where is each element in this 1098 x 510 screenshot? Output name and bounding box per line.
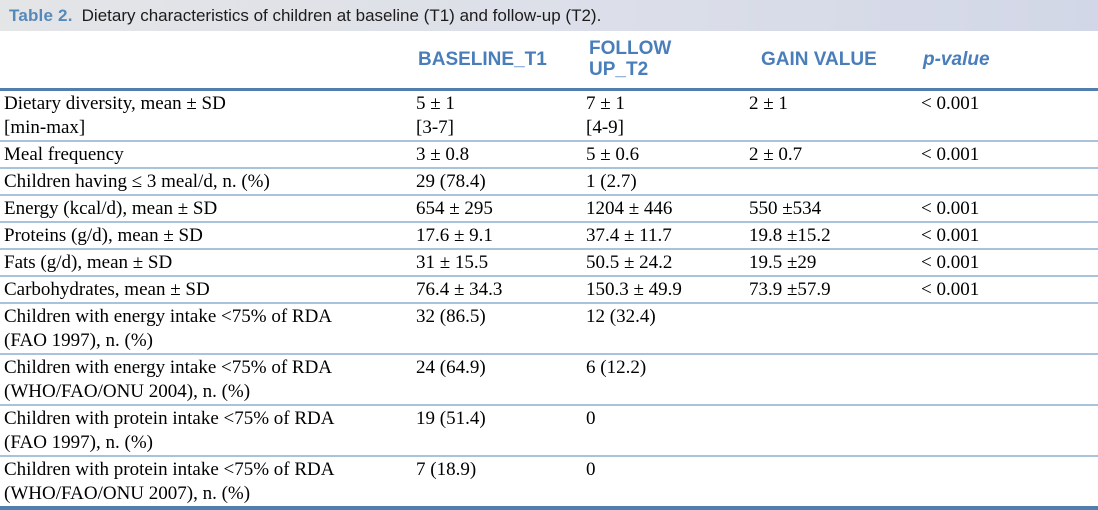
row-label: Energy (kcal/d), mean ± SD [0,195,416,223]
row-label: Children with protein intake <75% of RDA… [0,405,416,457]
header-label-empty [0,31,416,91]
table-row: Children with protein intake <75% of RDA… [0,456,1098,508]
cell-baseline-t1: 7 (18.9) [416,459,477,480]
table-row: Meal frequency 3 ± 0.8 5 ± 0.6 2 ± 0.7 <… [0,141,1098,169]
cell-followup-t2: 0 [586,405,749,457]
cell-baseline-t1: 5 ± 1 [3-7] [416,89,586,142]
table-row: Proteins (g/d), mean ± SD 17.6 ± 9.1 37.… [0,222,1098,250]
row-label: Children having ≤ 3 meal/d, n. (%) [0,168,416,196]
row-label: Children with energy intake <75% of RDA … [0,303,416,355]
cell-gain-value [749,303,921,355]
cell-gain-value [749,354,921,406]
cell-baseline-t1: 29 (78.4) [416,168,586,196]
cell-followup-t2: 37.4 ± 11.7 [586,222,749,250]
cell-followup-t2: 1204 ± 446 [586,195,749,223]
cell-baseline-t1: 32 (86.5) [416,303,586,355]
table-body: Dietary diversity, mean ± SD [min-max] 5… [0,89,1098,509]
dietary-characteristics-table: BASELINE_T1 FOLLOW UP_T2 GAIN VALUE p-va… [0,31,1098,510]
cell-gain-value [749,456,921,508]
cell-followup-t2: 12 (32.4) [586,303,749,355]
cell-followup-t2: 150.3 ± 49.9 [586,276,749,304]
cell-p-value: < 0.001 [921,141,1098,169]
cell-p-value [921,168,1098,196]
cell-p-value: < 0.001 [921,276,1098,304]
cell-followup-t2: 7 ± 1 [4-9] [586,89,749,142]
cell-followup-t2: 6 (12.2) [586,354,749,406]
cell-followup-t2: 5 ± 0.6 [586,141,749,169]
table-row: Children having ≤ 3 meal/d, n. (%) 29 (7… [0,168,1098,196]
cell-gain-value: 19.5 ±29 [749,249,921,277]
table-caption-text: Dietary characteristics of children at b… [81,5,602,25]
header-baseline-t1: BASELINE_T1 [416,31,586,91]
table-row: Energy (kcal/d), mean ± SD 654 ± 295 120… [0,195,1098,223]
cell-p-value: < 0.001 [921,249,1098,277]
row-label: Proteins (g/d), mean ± SD [0,222,416,250]
cell-p-value [921,303,1098,355]
header-p-value: p-value [921,31,1098,91]
cell-p-value: < 0.001 [921,195,1098,223]
table-row: Children with protein intake <75% of RDA… [0,405,1098,457]
cell-followup-t2: 0 [586,459,596,480]
cell-gain-value [749,168,921,196]
header-followup-t2: FOLLOW UP_T2 [586,31,749,91]
cell-baseline-t1: 17.6 ± 9.1 [416,222,586,250]
row-label: Dietary diversity, mean ± SD [min-max] [0,89,416,142]
cell-baseline-t1: 3 ± 0.8 [416,141,586,169]
cell-gain-value: 73.9 ±57.9 [749,276,921,304]
cell-gain-value: 550 ±534 [749,195,921,223]
row-label: Children with energy intake <75% of RDA … [0,354,416,406]
table-row: Dietary diversity, mean ± SD [min-max] 5… [0,89,1098,142]
cell-baseline-t1: 654 ± 295 [416,195,586,223]
table-number: Table 2. [9,5,73,25]
row-label: Children with protein intake <75% of RDA… [4,459,335,504]
cell-p-value [921,456,1098,508]
table-caption-bar: Table 2. Dietary characteristics of chil… [0,0,1098,31]
cell-gain-value: 2 ± 0.7 [749,141,921,169]
cell-baseline-t1: 24 (64.9) [416,354,586,406]
row-label: Carbohydrates, mean ± SD [0,276,416,304]
cell-baseline-t1: 76.4 ± 34.3 [416,276,586,304]
cell-baseline-t1: 19 (51.4) [416,405,586,457]
header-gain-value: GAIN VALUE [749,31,921,91]
cell-p-value [921,354,1098,406]
row-label: Meal frequency [0,141,416,169]
cell-followup-t2: 1 (2.7) [586,168,749,196]
table-row: Children with energy intake <75% of RDA … [0,303,1098,355]
table-row: Fats (g/d), mean ± SD 31 ± 15.5 50.5 ± 2… [0,249,1098,277]
table-row: Carbohydrates, mean ± SD 76.4 ± 34.3 150… [0,276,1098,304]
cell-gain-value [749,405,921,457]
cell-p-value [921,405,1098,457]
cell-p-value: < 0.001 [921,222,1098,250]
row-label: Fats (g/d), mean ± SD [0,249,416,277]
cell-gain-value: 19.8 ±15.2 [749,222,921,250]
cell-gain-value: 2 ± 1 [749,89,921,142]
table-row: Children with energy intake <75% of RDA … [0,354,1098,406]
cell-followup-t2: 50.5 ± 24.2 [586,249,749,277]
header-row: BASELINE_T1 FOLLOW UP_T2 GAIN VALUE p-va… [0,31,1098,91]
cell-p-value: < 0.001 [921,89,1098,142]
cell-baseline-t1: 31 ± 15.5 [416,249,586,277]
